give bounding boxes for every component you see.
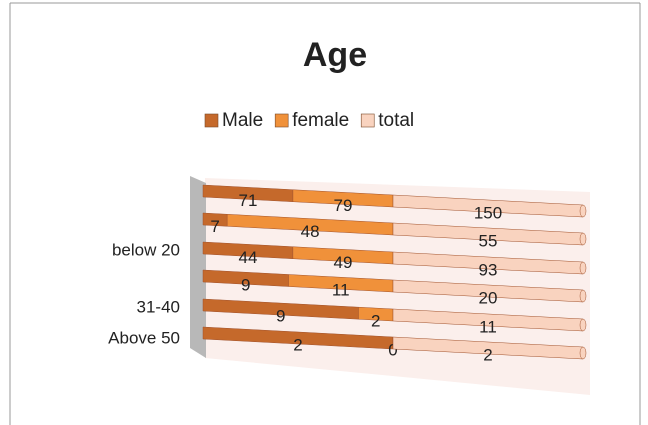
legend-label: total: [378, 110, 414, 131]
legend-label: Male: [222, 110, 263, 131]
data-label: 2: [293, 335, 302, 354]
y-tick-label: 31-40: [137, 297, 180, 316]
data-label: 71: [239, 191, 258, 210]
data-label: 2: [483, 345, 492, 364]
legend-swatch: [360, 113, 375, 128]
data-label: 9: [241, 276, 250, 295]
data-label: 55: [479, 231, 498, 250]
legend-label: female: [292, 110, 349, 131]
data-label: 48: [301, 222, 320, 241]
bar-end: [579, 318, 587, 332]
data-label: 150: [474, 203, 502, 222]
bar-end: [579, 204, 587, 218]
y-tick-label: Above 50: [108, 328, 180, 347]
data-label: 93: [479, 260, 498, 279]
side-wall: [190, 176, 206, 358]
bar-end: [579, 346, 587, 360]
data-label: 7: [210, 217, 219, 236]
data-label: 11: [332, 281, 350, 300]
bar-end: [579, 289, 587, 303]
data-label: 11: [479, 317, 497, 336]
data-label: 79: [334, 196, 353, 215]
data-label: 20: [479, 288, 498, 307]
legend-swatch: [204, 113, 219, 128]
legend-swatch: [274, 113, 289, 128]
data-label: 44: [238, 248, 257, 267]
data-label: 2: [371, 312, 380, 331]
data-label: 49: [333, 253, 352, 272]
y-tick-label: below 20: [112, 240, 180, 259]
data-label: 9: [276, 307, 285, 326]
chart-title: Age: [303, 36, 367, 74]
bar-end: [579, 261, 587, 275]
data-label: 0: [388, 340, 397, 359]
bar-end: [579, 232, 587, 246]
